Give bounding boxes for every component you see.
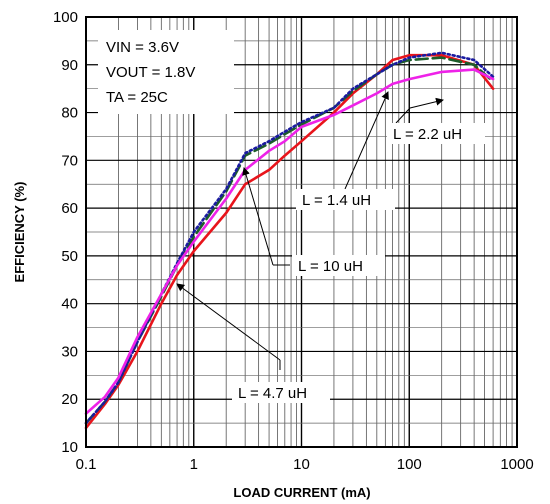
- annotation-l47: L = 4.7 uH: [176, 283, 330, 403]
- annotation-l22-label: L = 2.2 uH: [393, 126, 462, 143]
- conditions-box: VIN = 3.6V VOUT = 1.8V TA = 25C: [98, 30, 234, 114]
- plot-border: [85, 16, 518, 448]
- series-line-l-2-2-uh: [84, 68, 495, 415]
- annotation-l10-background: [292, 255, 385, 276]
- series-lines: [84, 51, 495, 430]
- tick-labels: 0.1 1 10 100 1000 10 20 30 40 50 60 70 80 90 100: [53, 9, 534, 473]
- annotation-l47-label: L = 4.7 uH: [238, 385, 307, 402]
- annotation-l22-background: [387, 123, 485, 144]
- annotation-l14-arrow: [344, 91, 389, 190]
- x-tick-label: 100: [397, 456, 422, 473]
- x-tick-label: 1: [190, 456, 198, 473]
- y-tick-label: 40: [61, 296, 78, 313]
- y-tick-label: 70: [61, 152, 78, 169]
- y-tick-label: 50: [61, 248, 78, 265]
- x-tick-label: 10: [293, 456, 310, 473]
- condition-vin: VIN = 3.6V: [106, 39, 179, 56]
- annotation-l14: L = 1.4 uH: [296, 91, 395, 210]
- y-tick-label: 80: [61, 105, 78, 122]
- annotation-l22-leader: [395, 107, 411, 124]
- annotation-l47-arrow: [176, 283, 281, 361]
- y-tick-label: 100: [53, 9, 78, 26]
- annotation-l47-background: [232, 382, 330, 403]
- y-tick-label: 10: [61, 439, 78, 456]
- x-axis-title: LOAD CURRENT (mA): [233, 485, 370, 500]
- condition-ta: TA = 25C: [106, 89, 168, 106]
- annotation-l22-arrow: [409, 97, 444, 109]
- y-tick-label: 90: [61, 57, 78, 74]
- y-tick-label: 30: [61, 343, 78, 360]
- x-tick-label: 0.1: [76, 456, 97, 473]
- y-tick-label: 20: [61, 391, 78, 408]
- annotation-l10-label: L = 10 uH: [298, 258, 363, 275]
- condition-vout: VOUT = 1.8V: [106, 64, 195, 81]
- series-line-l-10-uh: [84, 53, 495, 430]
- annotation-l14-background: [296, 189, 395, 210]
- y-tick-label: 60: [61, 200, 78, 217]
- conditions-box-background: [98, 30, 234, 114]
- annotation-l10: L = 10 uH: [242, 167, 385, 276]
- y-axis-title: EFFICIENCY (%): [12, 182, 27, 283]
- series-line-l-4-7-uh: [84, 51, 495, 425]
- annotation-l10-arrow: [242, 167, 274, 266]
- annotation-l22: L = 2.2 uH: [387, 97, 485, 144]
- annotation-l14-label: L = 1.4 uH: [302, 192, 371, 209]
- x-tick-label: 1000: [500, 456, 533, 473]
